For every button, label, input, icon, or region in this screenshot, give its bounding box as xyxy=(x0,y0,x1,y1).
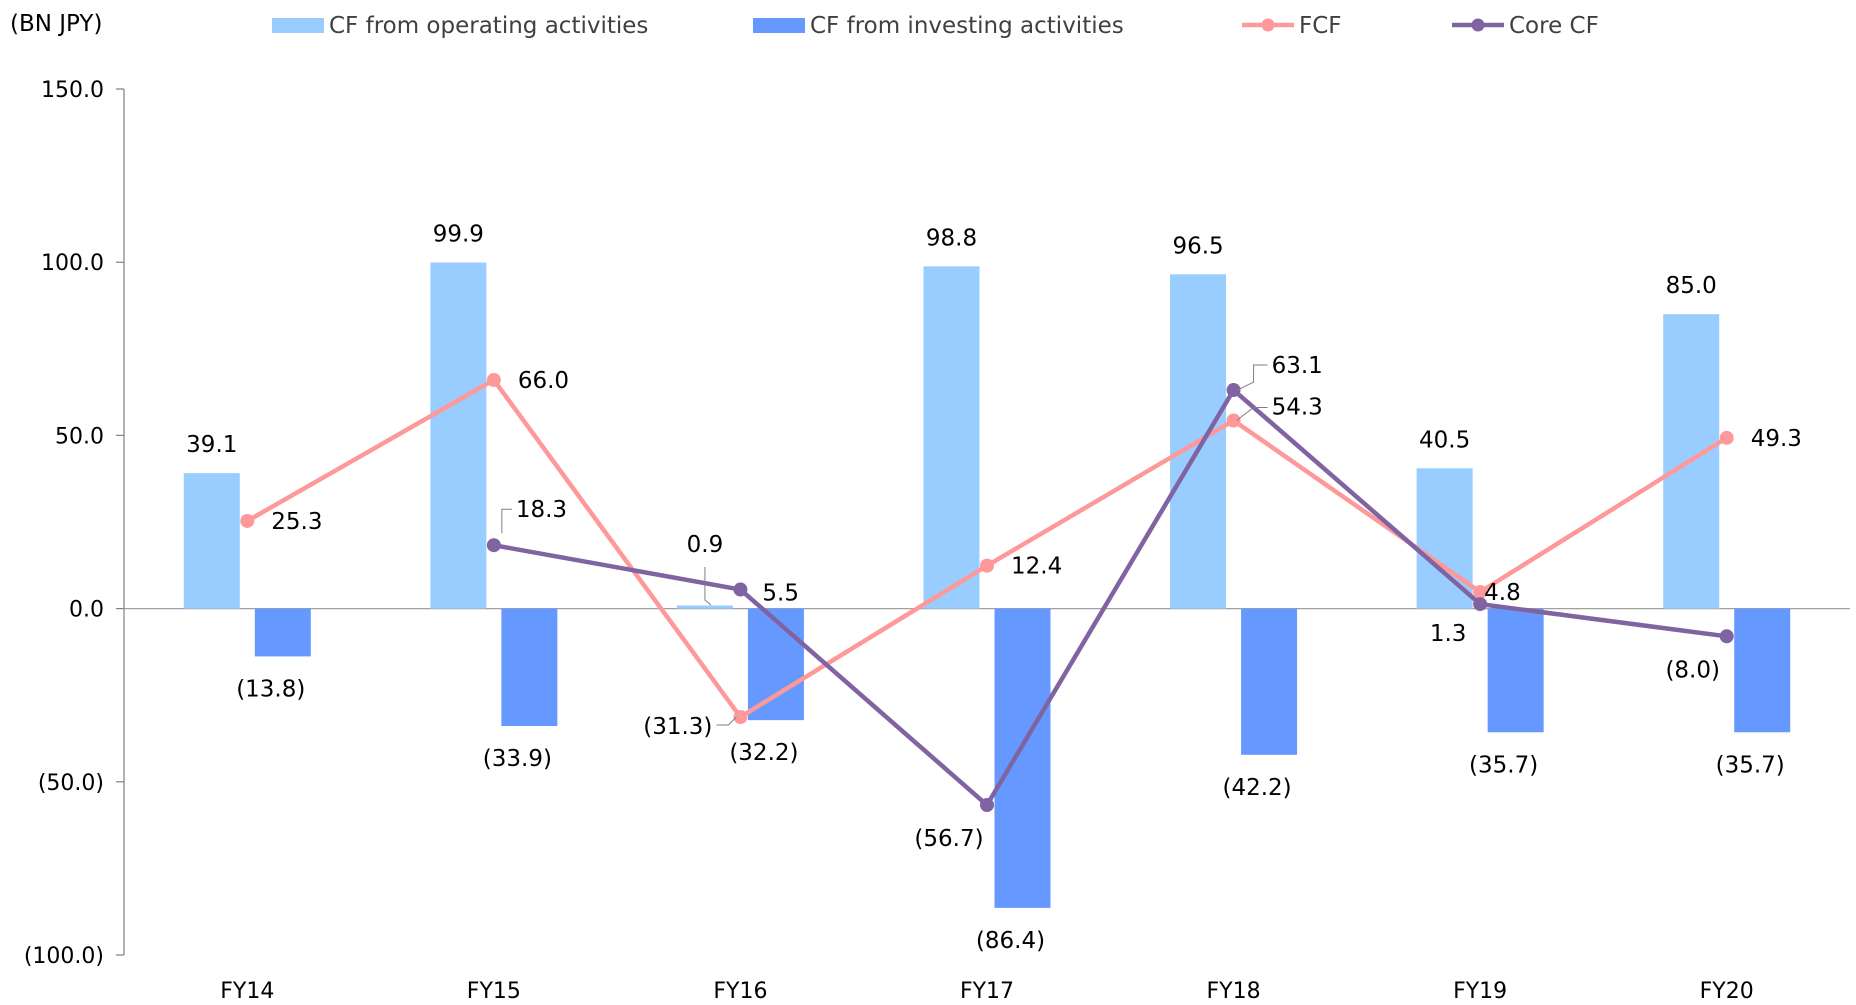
label-operating-cf: 85.0 xyxy=(1666,273,1717,299)
core-cf-point xyxy=(980,798,994,813)
bars xyxy=(183,262,1791,908)
fcf-point xyxy=(1226,413,1241,428)
x-axis: FY14 FY15 FY16 FY17 FY18 FY19 FY20 xyxy=(124,607,1850,1004)
bar-investing-cf xyxy=(254,608,311,657)
fcf-point xyxy=(240,513,255,528)
label-leader-line xyxy=(716,716,737,726)
legend-operating-cf-swatch xyxy=(272,18,324,33)
label-investing-cf: (35.7) xyxy=(1716,752,1785,778)
label-fcf: 49.3 xyxy=(1751,426,1802,452)
label-fcf: 4.8 xyxy=(1484,580,1521,606)
y-tick-label: 150.0 xyxy=(41,78,104,103)
bar-operating-cf xyxy=(923,266,980,609)
bar-operating-cf xyxy=(1416,468,1473,609)
label-operating-cf: 98.8 xyxy=(926,225,977,251)
fcf-point xyxy=(980,558,994,573)
legend-fcf: FCF xyxy=(1242,13,1342,39)
y-tick-label: (50.0) xyxy=(38,771,104,796)
legend-core-cf-text: Core CF xyxy=(1509,13,1599,39)
label-operating-cf: 40.5 xyxy=(1419,427,1470,453)
bar-investing-cf xyxy=(747,608,804,721)
bar-operating-cf xyxy=(430,262,487,609)
y-axis: 150.0 100.0 50.0 0.0 (50.0) (100.0) xyxy=(24,78,125,969)
label-fcf: 25.3 xyxy=(271,509,322,535)
bar-investing-cf xyxy=(1487,608,1544,733)
legend-fcf-swatch-marker xyxy=(1261,18,1275,32)
y-tick-label: 0.0 xyxy=(69,598,104,623)
legend-investing-cf: CF from investing activities xyxy=(753,13,1124,39)
label-investing-cf: (33.9) xyxy=(483,746,552,772)
y-tick-label: 100.0 xyxy=(41,251,104,276)
core-cf-point xyxy=(1473,597,1488,612)
label-fcf: (31.3) xyxy=(643,714,712,740)
x-tick-label: FY16 xyxy=(713,979,767,1004)
legend-operating-cf-text: CF from operating activities xyxy=(329,13,648,39)
label-core-cf: (56.7) xyxy=(914,826,983,852)
core-cf-point xyxy=(1226,383,1241,398)
legend-core-cf: Core CF xyxy=(1452,13,1599,39)
legend: CF from operating activities CF from inve… xyxy=(272,13,1599,39)
legend-investing-cf-swatch xyxy=(753,18,805,33)
fcf-point xyxy=(486,372,501,387)
bar-investing-cf xyxy=(1734,608,1791,733)
core-cf-line xyxy=(493,387,1728,808)
lines xyxy=(240,372,1734,813)
core-cf-point xyxy=(733,582,748,597)
label-fcf: 66.0 xyxy=(518,368,569,394)
label-core-cf: 1.3 xyxy=(1430,621,1467,647)
bar-operating-cf xyxy=(676,605,733,609)
bar-investing-cf xyxy=(994,608,1051,908)
y-tick-label: 50.0 xyxy=(55,424,104,449)
fcf-point xyxy=(1719,430,1734,445)
x-tick-label: FY19 xyxy=(1453,979,1507,1004)
data-labels: 39.1 99.9 0.9 98.8 96.5 40.5 85.0 (13.8) (33.9) (… xyxy=(186,222,1802,954)
label-leader-line xyxy=(501,508,512,534)
label-investing-cf: (42.2) xyxy=(1222,775,1291,801)
label-investing-cf: (13.8) xyxy=(236,676,305,702)
legend-investing-cf-text: CF from investing activities xyxy=(810,13,1124,39)
label-operating-cf: 39.1 xyxy=(186,432,237,458)
label-leader-line xyxy=(1237,364,1268,391)
label-fcf: 54.3 xyxy=(1272,395,1323,421)
y-tick-label: (100.0) xyxy=(24,944,104,969)
core-cf-point xyxy=(1719,629,1734,644)
label-core-cf: (8.0) xyxy=(1665,657,1720,683)
label-core-cf: 18.3 xyxy=(516,497,567,523)
fcf-point xyxy=(733,710,748,725)
x-tick-label: FY14 xyxy=(220,979,274,1004)
x-tick-label: FY15 xyxy=(467,979,521,1004)
legend-fcf-text: FCF xyxy=(1299,13,1342,39)
label-core-cf: 63.1 xyxy=(1272,353,1323,379)
label-leader-line xyxy=(1236,407,1268,421)
legend-operating-cf: CF from operating activities xyxy=(272,13,648,39)
label-investing-cf: (86.4) xyxy=(976,928,1045,954)
label-operating-cf: 0.9 xyxy=(687,532,724,558)
label-operating-cf: 99.9 xyxy=(433,222,484,248)
core-cf-point xyxy=(486,538,501,553)
label-investing-cf: (32.2) xyxy=(729,740,798,766)
unit-label: (BN JPY) xyxy=(10,11,102,37)
label-operating-cf: 96.5 xyxy=(1172,233,1223,259)
label-investing-cf: (35.7) xyxy=(1469,752,1538,778)
fcf-point xyxy=(1473,584,1488,599)
legend-core-cf-swatch-marker xyxy=(1471,18,1485,32)
label-fcf: 12.4 xyxy=(1011,554,1062,580)
label-core-cf: 5.5 xyxy=(762,581,799,607)
label-leader-line xyxy=(704,567,712,606)
x-tick-label: FY17 xyxy=(960,979,1014,1004)
bar-investing-cf xyxy=(501,608,558,727)
bar-operating-cf xyxy=(183,473,240,609)
bar-investing-cf xyxy=(1241,608,1298,755)
x-tick-label: FY18 xyxy=(1207,979,1261,1004)
x-tick-label: FY20 xyxy=(1700,979,1754,1004)
